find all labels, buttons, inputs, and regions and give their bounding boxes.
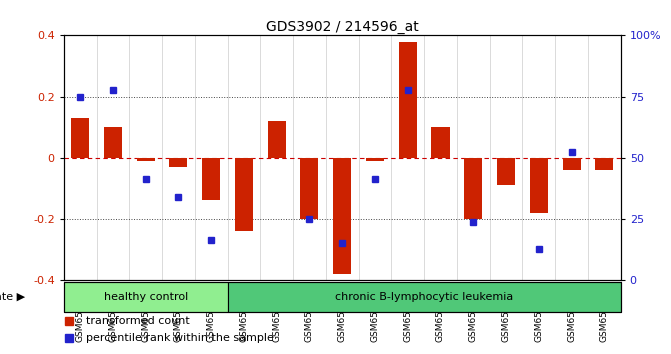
Bar xyxy=(104,127,122,158)
Text: chronic B-lymphocytic leukemia: chronic B-lymphocytic leukemia xyxy=(335,292,513,302)
Bar xyxy=(71,118,89,158)
Bar xyxy=(530,158,548,213)
Text: disease state ▶: disease state ▶ xyxy=(0,292,25,302)
Bar xyxy=(431,127,450,158)
Bar xyxy=(227,281,621,312)
Bar xyxy=(169,158,187,167)
Bar xyxy=(399,41,417,158)
Text: percentile rank within the sample: percentile rank within the sample xyxy=(86,332,274,343)
Text: healthy control: healthy control xyxy=(103,292,188,302)
Bar xyxy=(64,281,227,312)
Bar xyxy=(497,158,515,185)
Bar xyxy=(333,158,351,274)
Bar xyxy=(464,158,482,219)
Bar xyxy=(137,158,154,161)
Title: GDS3902 / 214596_at: GDS3902 / 214596_at xyxy=(266,21,419,34)
Bar xyxy=(366,158,384,161)
Bar xyxy=(202,158,220,200)
Text: transformed count: transformed count xyxy=(86,316,190,326)
Bar xyxy=(562,158,580,170)
Bar xyxy=(268,121,286,158)
Bar xyxy=(235,158,253,231)
Bar xyxy=(301,158,319,219)
Bar xyxy=(595,158,613,170)
